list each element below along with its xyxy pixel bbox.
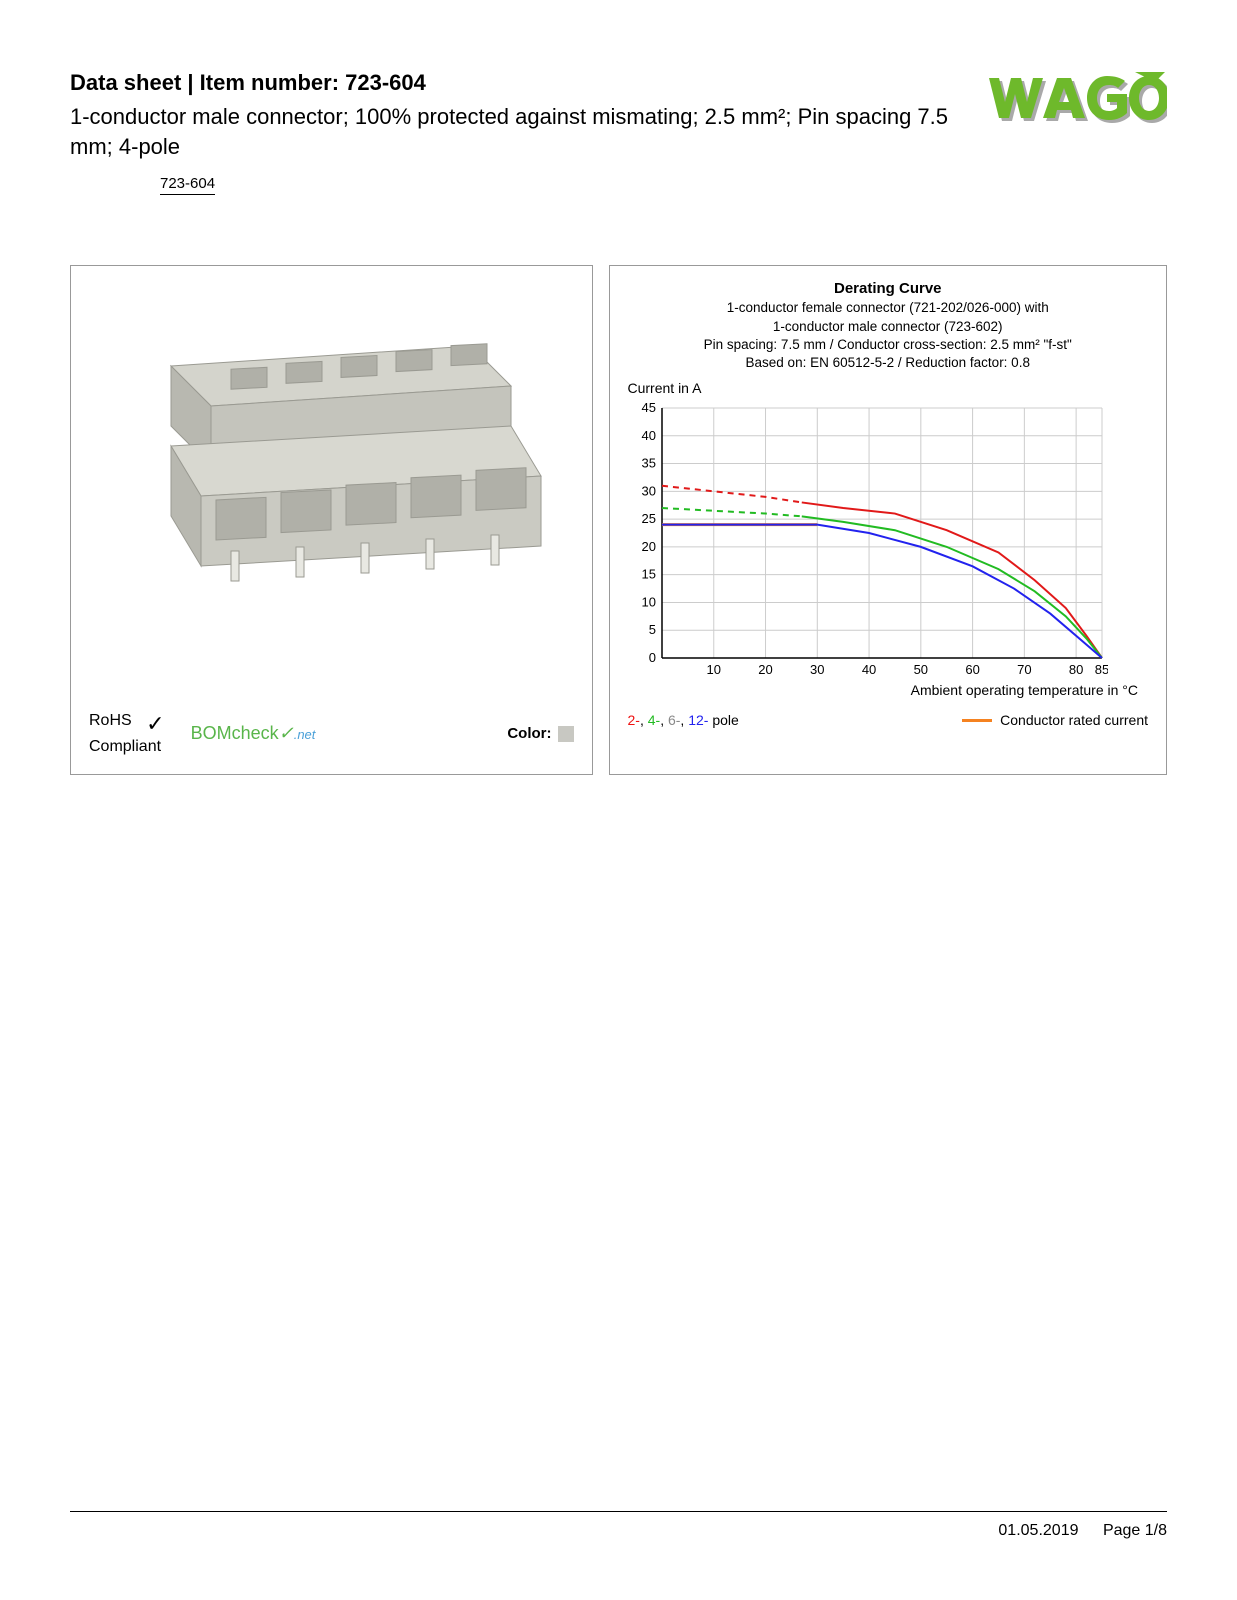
color-label-text: Color:	[507, 725, 551, 742]
title-separator: |	[181, 70, 199, 95]
bomcheck-check-icon: ✓	[279, 723, 294, 743]
bom-suffix: .net	[294, 727, 316, 742]
svg-text:70: 70	[1017, 662, 1031, 677]
chart-subtitle: 1-conductor female connector (721-202/02…	[628, 299, 1149, 372]
svg-text:40: 40	[861, 662, 875, 677]
rohs-badge: RoHS ✓ Compliant	[89, 711, 165, 757]
compliant-label: Compliant	[89, 738, 161, 755]
item-code-link[interactable]: 723-604	[160, 175, 215, 195]
svg-text:35: 35	[641, 456, 655, 471]
svg-text:20: 20	[758, 662, 772, 677]
subtitle: 1-conductor male connector; 100% protect…	[70, 102, 957, 161]
chart-sub2: 1-conductor male connector (723-602)	[773, 319, 1003, 334]
svg-text:0: 0	[648, 650, 655, 665]
chart-xlabel: Ambient operating temperature in °C	[628, 682, 1149, 698]
legend-4pole: 4-	[648, 712, 660, 728]
bomcheck-badge: BOMcheck✓.net	[191, 723, 316, 744]
chart-sub3: Pin spacing: 7.5 mm / Conductor cross-se…	[704, 337, 1072, 352]
svg-text:50: 50	[913, 662, 927, 677]
svg-text:40: 40	[641, 428, 655, 443]
item-number: 723-604	[345, 70, 426, 95]
legend-rated-label: Conductor rated current	[1000, 712, 1148, 728]
svg-text:15: 15	[641, 567, 655, 582]
wago-logo	[987, 70, 1167, 125]
footer-date: 01.05.2019	[998, 1522, 1078, 1539]
svg-text:25: 25	[641, 511, 655, 526]
color-swatch	[558, 726, 574, 742]
legend-6pole: 6-	[668, 712, 680, 728]
svg-text:45: 45	[641, 400, 655, 415]
svg-text:10: 10	[706, 662, 720, 677]
chart-legend-rated: Conductor rated current	[962, 712, 1148, 728]
svg-text:80: 80	[1068, 662, 1082, 677]
svg-text:30: 30	[641, 484, 655, 499]
rated-swatch	[962, 719, 992, 722]
derating-chart: 0 5 10 15 20 25 30 35 40 45 10 20 30 40 50 60 70 80 85	[628, 400, 1108, 680]
chart-ylabel: Current in A	[628, 380, 1149, 396]
derating-chart-panel: Derating Curve 1-conductor female connec…	[609, 265, 1168, 775]
chart-title: Derating Curve	[628, 280, 1149, 297]
chart-legend-poles: 2-, 4-, 6-, 12- pole	[628, 712, 739, 728]
bom-prefix: BOM	[191, 723, 232, 743]
legend-sep2: ,	[660, 712, 668, 728]
product-image-panel: RoHS ✓ Compliant BOMcheck✓.net Color:	[70, 265, 593, 775]
svg-text:10: 10	[641, 595, 655, 610]
chart-sub1: 1-conductor female connector (721-202/02…	[727, 300, 1049, 315]
color-indicator: Color:	[507, 725, 573, 742]
footer-page: Page 1/8	[1103, 1522, 1167, 1539]
legend-sep1: ,	[640, 712, 648, 728]
page-title: Data sheet | Item number: 723-604	[70, 70, 957, 96]
check-icon: ✓	[146, 711, 164, 736]
header: Data sheet | Item number: 723-604 1-cond…	[70, 70, 1167, 195]
svg-text:30: 30	[810, 662, 824, 677]
page-footer: 01.05.2019 Page 1/8	[70, 1511, 1167, 1540]
datasheet-label: Data sheet	[70, 70, 181, 95]
legend-12pole: 12-	[688, 712, 708, 728]
rohs-label: RoHS	[89, 712, 132, 729]
product-connector-image	[101, 306, 561, 626]
legend-2pole: 2-	[628, 712, 640, 728]
svg-text:20: 20	[641, 539, 655, 554]
svg-text:85: 85	[1094, 662, 1107, 677]
legend-pole-suffix: pole	[708, 712, 738, 728]
bom-word: check	[232, 723, 279, 743]
svg-text:60: 60	[965, 662, 979, 677]
item-label: Item number:	[200, 70, 345, 95]
svg-text:5: 5	[648, 622, 655, 637]
chart-sub4: Based on: EN 60512-5-2 / Reduction facto…	[746, 355, 1030, 370]
